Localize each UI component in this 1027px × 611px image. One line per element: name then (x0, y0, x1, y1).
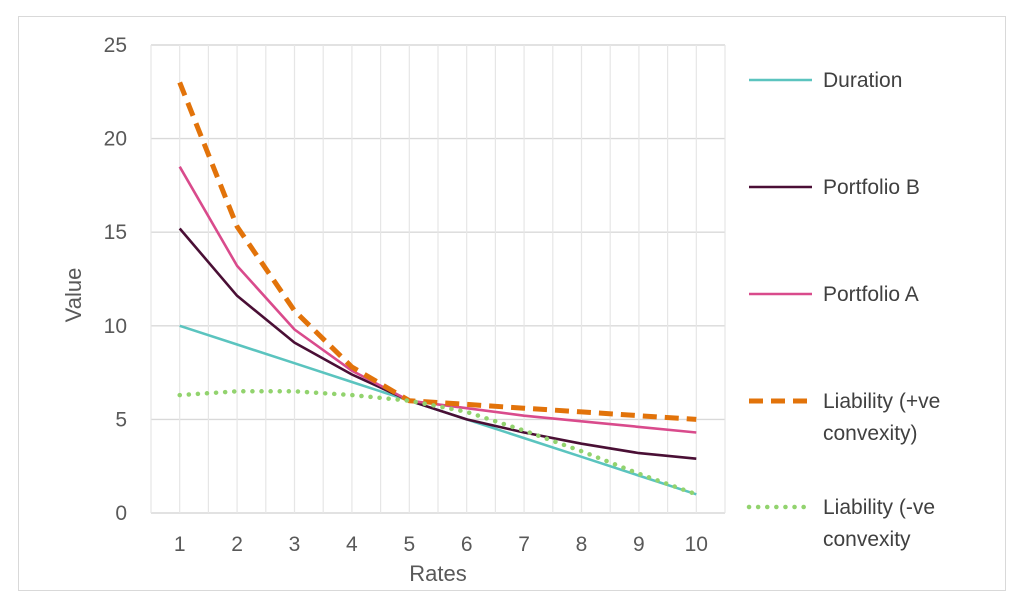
axis-ticks: 0 5 10 15 20 25 1 2 3 4 5 6 7 8 9 10 (104, 34, 708, 556)
x-axis-title: Rates (409, 561, 466, 586)
series-line-2 (178, 166, 697, 434)
y-tick-label: 25 (104, 34, 127, 57)
x-tick-label: 7 (518, 533, 530, 556)
x-tick-label: 5 (403, 533, 415, 556)
y-tick-label: 10 (104, 315, 127, 338)
legend: Duration Portfolio B Portfolio A Liability … (746, 69, 940, 551)
chart-frame: 0 5 10 15 20 25 1 2 3 4 5 6 7 8 9 10 Rates Value Durati… (18, 16, 1006, 591)
series-lines (177, 81, 699, 497)
x-tick-label: 4 (346, 533, 358, 556)
x-tick-label: 9 (633, 533, 645, 556)
x-tick-label: 3 (289, 533, 301, 556)
legend-label-1: Portfolio B (823, 176, 920, 199)
line-chart: 0 5 10 15 20 25 1 2 3 4 5 6 7 8 9 10 Rates Value Durati… (61, 34, 940, 586)
series-line-1 (178, 227, 697, 460)
x-tick-label: 10 (685, 533, 708, 556)
legend-label-0: Duration (823, 69, 902, 92)
y-tick-label: 15 (104, 221, 127, 244)
x-tick-label: 6 (461, 533, 473, 556)
y-tick-label: 5 (115, 408, 127, 431)
y-tick-label: 20 (104, 128, 127, 151)
legend-label-4: Liability (-ve convexity (823, 496, 935, 551)
y-tick-label: 0 (115, 502, 127, 525)
x-tick-label: 8 (576, 533, 588, 556)
grid (150, 44, 726, 514)
y-axis-title: Value (61, 268, 86, 323)
x-tick-label: 1 (174, 533, 186, 556)
series-line-3 (177, 81, 697, 422)
legend-label-2: Portfolio A (823, 283, 919, 306)
x-tick-label: 2 (231, 533, 243, 556)
legend-label-3: Liability (+ve convexity) (823, 390, 940, 445)
